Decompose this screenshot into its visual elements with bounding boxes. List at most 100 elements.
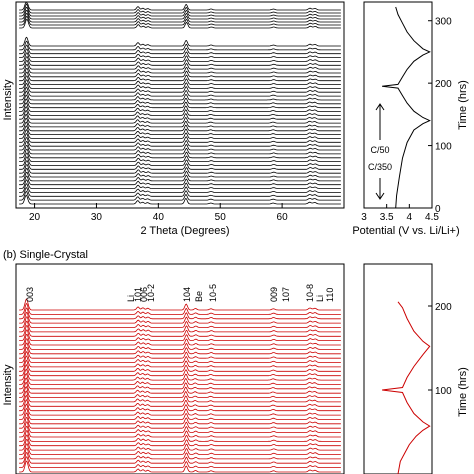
- peak-label: 101: [133, 287, 143, 302]
- xrd-pattern-trace: [19, 98, 341, 109]
- y-tick-label: 100: [435, 142, 452, 153]
- xrd-pattern-trace: [19, 133, 341, 143]
- xrd-pattern-trace: [19, 9, 341, 20]
- panel-a-ylabel: Intensity: [2, 79, 14, 120]
- xrd-pattern-trace: [19, 2, 341, 11]
- xrd-pattern-trace: [19, 298, 341, 311]
- panel-b-right-ticks: 100 200: [428, 302, 452, 397]
- xrd-pattern-trace: [19, 6, 341, 17]
- xrd-pattern-trace: [19, 90, 341, 101]
- xrd-pattern-trace: [19, 443, 341, 455]
- panel-b-ylabel: Intensity: [2, 364, 14, 405]
- xrd-pattern-trace: [19, 163, 341, 174]
- xrd-pattern-trace: [19, 394, 341, 407]
- y-tick-label: 0: [435, 204, 441, 215]
- xrd-pattern-trace: [19, 351, 341, 363]
- xrd-pattern-trace: [19, 75, 341, 85]
- xrd-pattern-trace: [19, 324, 341, 337]
- xrd-pattern-trace: [19, 56, 341, 66]
- peak-label: 006: [139, 287, 149, 302]
- xrd-pattern-trace: [19, 425, 341, 438]
- panel-a-xlabel: 2 Theta (Degrees): [140, 225, 229, 237]
- xrd-pattern-trace: [19, 15, 341, 26]
- xrd-pattern-trace: [19, 40, 341, 51]
- xrd-pattern-trace: [19, 86, 341, 97]
- xrd-pattern-trace: [19, 82, 341, 93]
- y-tick-label: 200: [435, 79, 452, 90]
- xrd-pattern-trace: [19, 316, 341, 328]
- xrd-pattern-trace: [19, 79, 341, 89]
- xrd-pattern-trace: [19, 152, 341, 162]
- x-tick-label: 30: [91, 212, 103, 223]
- rate-label-c350: C/350: [368, 162, 392, 172]
- xrd-pattern-trace: [19, 71, 341, 82]
- panel-a-voltage-curve: [382, 6, 431, 209]
- xrd-pattern-trace: [19, 63, 341, 74]
- peak-label: Li: [126, 295, 136, 302]
- xrd-pattern-trace: [19, 355, 341, 368]
- xrd-pattern-trace: [19, 377, 341, 390]
- xrd-pattern-trace: [19, 105, 341, 116]
- arrow-up-icon: [375, 103, 385, 140]
- xrd-pattern-trace: [19, 385, 341, 398]
- xrd-pattern-trace: [19, 125, 341, 135]
- x-tick-label: 4.5: [425, 212, 439, 223]
- panel-b-voltage-curve: [382, 301, 431, 474]
- xrd-pattern-trace: [19, 141, 341, 151]
- xrd-pattern-trace: [19, 160, 341, 170]
- xrd-pattern-trace: [19, 333, 341, 346]
- x-tick-label: 3.5: [380, 212, 394, 223]
- xrd-pattern-trace: [19, 36, 341, 47]
- peak-label: 003: [25, 287, 35, 302]
- panel-a-right-frame: [363, 1, 433, 209]
- xrd-pattern-trace: [19, 129, 341, 139]
- x-tick-label: 4: [407, 212, 413, 223]
- peak-label: 110: [325, 288, 335, 302]
- peak-label: Li: [315, 295, 325, 302]
- xrd-pattern-trace: [19, 390, 341, 403]
- panel-b-traces: [19, 298, 341, 473]
- panel-a-right-xlabel: Potential (V vs. Li/Li+): [352, 225, 459, 237]
- xrd-pattern-trace: [19, 48, 341, 58]
- xrd-pattern-trace: [19, 381, 341, 394]
- xrd-pattern-trace: [19, 460, 341, 473]
- panel-a-right-ticks: 0 100 200 300 3 3.5 4 4.5: [361, 17, 452, 223]
- xrd-pattern-trace: [19, 94, 341, 105]
- xrd-pattern-trace: [19, 346, 341, 359]
- x-tick-label: 40: [153, 212, 165, 223]
- panel-a-frame: [15, 1, 345, 209]
- xrd-pattern-trace: [19, 44, 341, 55]
- panel-a-x-ticks: 20 30 40 50 60: [29, 203, 288, 223]
- xrd-pattern-trace: [19, 179, 341, 189]
- x-tick-label: 20: [29, 212, 41, 223]
- panel-b-title: (b) Single-Crystal: [3, 249, 88, 261]
- panel-b-frame: [15, 263, 345, 474]
- xrd-pattern-trace: [19, 186, 341, 197]
- xrd-pattern-trace: [19, 307, 341, 320]
- x-tick-label: 60: [277, 212, 289, 223]
- peak-label: 009: [269, 287, 279, 302]
- x-tick-label: 3: [361, 212, 367, 223]
- panel-a-xrd: 20 30 40 50 60 2 Theta (Degrees) Intensity: [2, 1, 345, 237]
- panel-b-right-frame: [363, 263, 433, 474]
- xrd-pattern-trace: [19, 18, 341, 29]
- xrd-pattern-trace: [19, 3, 341, 14]
- panel-a-electrochem: 0 100 200 300 3 3.5 4 4.5 C/50 C/350 Potential …: [352, 1, 469, 237]
- xrd-pattern-trace: [19, 368, 341, 381]
- y-tick-label: 300: [435, 17, 452, 28]
- xrd-pattern-trace: [19, 407, 341, 420]
- xrd-pattern-trace: [19, 190, 341, 201]
- rate-label-c50: C/50: [370, 145, 389, 155]
- panel-a-traces: [19, 2, 341, 205]
- xrd-pattern-trace: [19, 156, 341, 166]
- xrd-pattern-trace: [19, 456, 341, 468]
- xrd-pattern-trace: [19, 194, 341, 205]
- xrd-pattern-trace: [19, 311, 341, 324]
- xrd-pattern-trace: [19, 12, 341, 23]
- xrd-pattern-trace: [19, 145, 341, 155]
- x-tick-label: 50: [215, 212, 227, 223]
- xrd-pattern-trace: [19, 417, 341, 429]
- peak-label: 10-8: [305, 284, 315, 302]
